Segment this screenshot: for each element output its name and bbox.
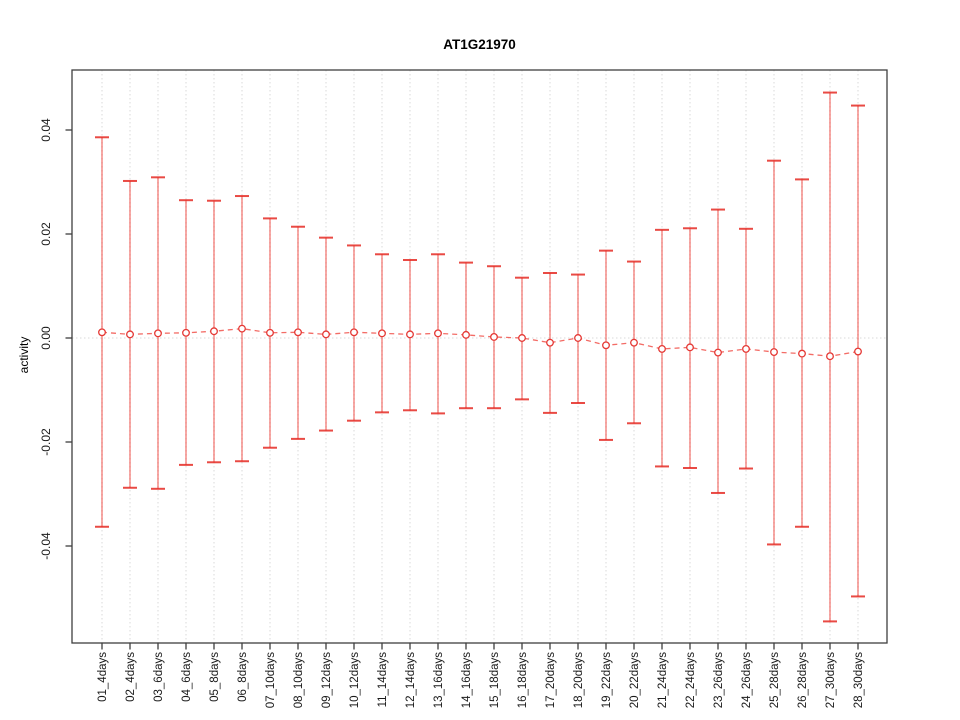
- x-tick-label: 09_12days: [321, 652, 333, 709]
- mean-line: [101, 327, 859, 357]
- data-point: [630, 338, 638, 347]
- x-tick-label: 27_30days: [825, 652, 837, 709]
- data-point: [238, 324, 246, 333]
- x-tick-label: 12_14days: [405, 652, 417, 709]
- data-point: [322, 330, 330, 339]
- data-point: [350, 328, 358, 337]
- y-tick-label: 0.02: [39, 222, 53, 246]
- x-tick-label: 06_8days: [237, 652, 249, 702]
- x-tick-label: 28_30days: [853, 652, 865, 709]
- data-point: [546, 338, 554, 347]
- data-point: [686, 343, 694, 352]
- y-tick-label: -0.02: [39, 428, 53, 456]
- data-point: [854, 347, 862, 356]
- plot-frame: [71, 69, 888, 644]
- x-tick-label: 23_26days: [713, 652, 725, 709]
- x-tick-label: 15_18days: [489, 652, 501, 709]
- data-point: [294, 328, 302, 337]
- data-point: [434, 329, 442, 338]
- x-tick-label: 08_10days: [293, 652, 305, 709]
- x-tick-label: 07_10days: [265, 652, 277, 709]
- x-tick-label: 20_22days: [629, 652, 641, 709]
- x-tick-label: 19_22days: [601, 652, 613, 709]
- data-point: [182, 328, 190, 337]
- data-point: [714, 348, 722, 357]
- x-tick-label: 04_6days: [181, 652, 193, 702]
- x-tick-label: 03_6days: [153, 652, 165, 702]
- data-point: [798, 349, 806, 358]
- data-point: [462, 330, 470, 339]
- y-tick-label: 0.04: [39, 118, 53, 142]
- data-point: [126, 330, 134, 339]
- chart-title: AT1G21970: [443, 37, 516, 52]
- data-point: [266, 328, 274, 337]
- x-tick-label: 17_20days: [545, 652, 557, 709]
- x-tick-label: 21_24days: [657, 652, 669, 709]
- x-tick-label: 18_20days: [573, 652, 585, 709]
- x-tick-label: 10_12days: [349, 652, 361, 709]
- y-tick-label: 0.00: [39, 326, 53, 350]
- x-tick-label: 16_18days: [517, 652, 529, 709]
- data-point: [154, 329, 162, 338]
- data-point: [742, 344, 750, 353]
- data-point: [98, 328, 106, 337]
- y-tick-label: -0.04: [39, 532, 53, 560]
- data-point: [210, 327, 218, 336]
- x-tick-label: 22_24days: [685, 652, 697, 709]
- data-point: [602, 341, 610, 350]
- data-point: [770, 348, 778, 356]
- x-tick-label: 24_26days: [741, 652, 753, 709]
- data-point: [490, 333, 498, 341]
- x-tick-label: 26_28days: [797, 652, 809, 709]
- data-point: [518, 334, 526, 342]
- x-tick-label: 01_4days: [97, 652, 109, 702]
- x-tick-label: 05_8days: [209, 652, 221, 702]
- x-tick-label: 02_4days: [125, 652, 137, 702]
- x-tick-label: 14_16days: [461, 652, 473, 709]
- data-point: [658, 344, 666, 353]
- data-point: [574, 334, 582, 342]
- data-point: [406, 330, 414, 339]
- x-tick-label: 11_14days: [377, 652, 389, 708]
- data-point: [378, 329, 386, 338]
- x-tick-label: 25_28days: [769, 652, 781, 709]
- data-point: [826, 352, 834, 361]
- x-tick-label: 13_16days: [433, 652, 445, 709]
